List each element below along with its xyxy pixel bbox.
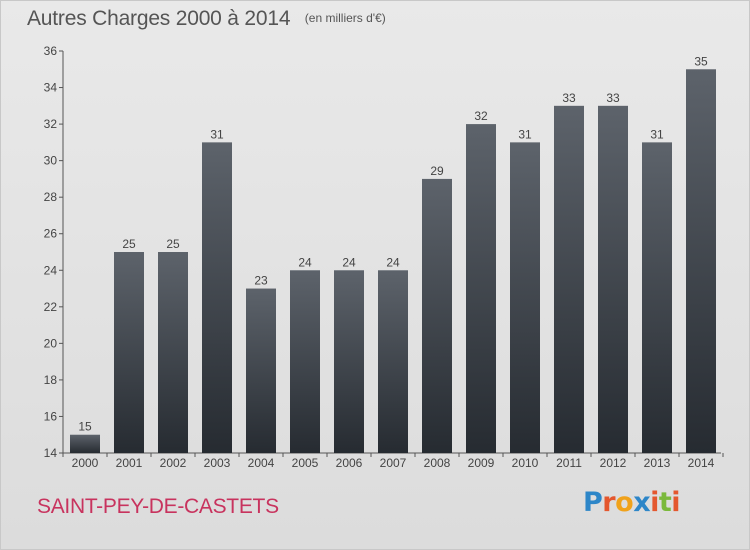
data-label: 24 — [386, 255, 400, 269]
x-tick-label: 2006 — [336, 456, 363, 470]
y-tick-label: 32 — [44, 117, 58, 131]
data-label: 32 — [474, 109, 488, 123]
y-tick-label: 20 — [44, 336, 58, 350]
bar — [686, 69, 716, 453]
y-tick-label: 14 — [44, 446, 58, 460]
data-label: 25 — [122, 237, 136, 251]
x-tick-label: 2009 — [468, 456, 495, 470]
bar — [510, 142, 540, 453]
bar — [246, 288, 276, 453]
x-tick-label: 2011 — [556, 456, 582, 470]
y-tick-label: 26 — [44, 227, 58, 241]
x-tick-label: 2012 — [600, 456, 627, 470]
data-label: 29 — [430, 164, 444, 178]
y-tick-label: 30 — [44, 154, 58, 168]
x-tick-label: 2002 — [160, 456, 187, 470]
data-label: 24 — [342, 255, 356, 269]
data-label: 33 — [562, 91, 576, 105]
x-tick-label: 2000 — [72, 456, 99, 470]
data-label: 31 — [650, 127, 664, 141]
bars — [70, 69, 716, 454]
proxiti-logo: Proxiti — [583, 487, 681, 518]
x-tick-label: 2014 — [688, 456, 715, 470]
y-tick-label: 28 — [44, 190, 58, 204]
bar — [422, 178, 452, 453]
data-label: 33 — [606, 91, 620, 105]
x-tick-label: 2004 — [248, 456, 275, 470]
x-tick-label: 2001 — [116, 456, 143, 470]
data-labels: 15 25 25 31 23 24 24 24 29 32 31 33 33 31 35 — [78, 54, 708, 433]
bar — [466, 124, 496, 453]
data-label: 15 — [78, 420, 92, 434]
data-label: 24 — [298, 255, 312, 269]
y-tick-label: 18 — [44, 373, 58, 387]
data-label: 23 — [254, 274, 268, 288]
data-label: 31 — [210, 127, 224, 141]
title-row: Autres Charges 2000 à 2014 (en milliers … — [27, 7, 386, 31]
bar — [114, 252, 144, 453]
data-label: 35 — [694, 54, 708, 68]
y-tick-label: 36 — [44, 44, 58, 58]
x-tick-label: 2005 — [292, 456, 319, 470]
y-tick-label: 34 — [44, 81, 58, 95]
bar — [70, 434, 100, 453]
chart-subtitle: (en milliers d'€) — [304, 11, 386, 25]
commune-name: SAINT-PEY-DE-CASTETS — [37, 495, 279, 518]
x-tick-label: 2003 — [204, 456, 231, 470]
bar — [158, 252, 188, 453]
data-label: 31 — [518, 127, 532, 141]
bar — [290, 270, 320, 453]
bar — [554, 105, 584, 454]
bar — [378, 270, 408, 453]
bar — [642, 142, 672, 453]
bar — [598, 105, 628, 454]
x-tick-label: 2008 — [424, 456, 451, 470]
x-tick-label: 2007 — [380, 456, 407, 470]
data-label: 25 — [166, 237, 180, 251]
y-tick-label: 22 — [44, 300, 58, 314]
y-tick-label: 24 — [44, 263, 58, 277]
chart-title: Autres Charges 2000 à 2014 — [27, 7, 291, 30]
x-tick-label: 2013 — [644, 456, 671, 470]
bar — [202, 142, 232, 453]
x-tick-label: 2010 — [512, 456, 539, 470]
bar — [334, 270, 364, 453]
y-tick-label: 16 — [44, 409, 58, 423]
